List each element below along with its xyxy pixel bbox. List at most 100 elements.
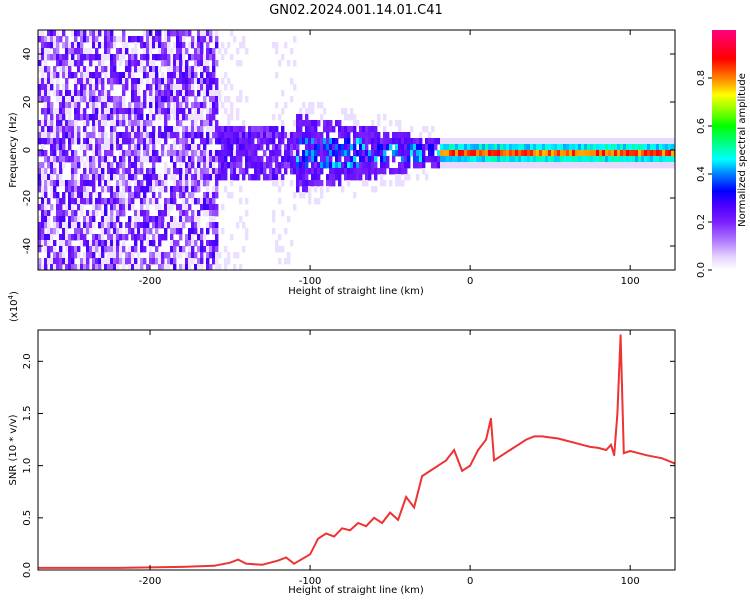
- spectrogram-cell: [161, 78, 165, 85]
- spectrogram-cell: [104, 36, 108, 43]
- spectrogram-cell: [53, 246, 57, 253]
- spectrogram-cell: [206, 186, 210, 193]
- spectrogram-cell: [161, 108, 165, 115]
- spectrogram-cell: [173, 240, 177, 247]
- spectrogram-cell: [44, 114, 48, 121]
- spectrogram-cell: [296, 174, 300, 181]
- spectrogram-cell: [344, 144, 348, 151]
- spectrogram-cell: [404, 162, 408, 169]
- spectrogram-cell: [173, 60, 177, 67]
- spectrogram-cell: [161, 132, 165, 139]
- spectrogram-cell: [599, 162, 603, 169]
- spectrogram-cell: [143, 138, 147, 145]
- spectrogram-cell: [197, 180, 201, 187]
- spectrogram-cell: [86, 156, 90, 163]
- snr-point: [453, 449, 455, 451]
- spectrogram-cell: [86, 216, 90, 223]
- spectrogram-cell: [119, 210, 123, 217]
- spectrogram-cell: [191, 228, 195, 235]
- spectrogram-cell: [155, 132, 159, 139]
- spectrogram-cell: [287, 60, 291, 67]
- spectrogram-cell: [227, 114, 231, 121]
- spectrogram-cell: [209, 30, 213, 37]
- snr-multiplier: (x104): [7, 291, 20, 322]
- spectrogram-cell: [215, 36, 219, 43]
- spectrogram-cell: [104, 72, 108, 79]
- spectrogram-cell: [80, 192, 84, 199]
- spectrogram-cell: [107, 162, 111, 169]
- spectrogram-cell: [269, 150, 273, 157]
- spectrogram-cell: [446, 150, 450, 157]
- spectrogram-cell: [239, 144, 243, 151]
- spectrogram-cell: [257, 156, 261, 163]
- spectrogram-cell: [119, 180, 123, 187]
- spectrogram-cell: [623, 144, 627, 151]
- spectrogram-cell: [56, 96, 60, 103]
- spectrogram-cell: [77, 78, 81, 85]
- spectrogram-cell: [161, 264, 165, 270]
- spectrogram-cell: [71, 96, 75, 103]
- spectrogram-cell: [206, 222, 210, 229]
- spectrogram-cell: [371, 144, 375, 151]
- spectrogram-cell: [140, 132, 144, 139]
- spectrogram-cell: [287, 162, 291, 169]
- spectrogram-cell: [65, 102, 69, 109]
- spectrogram-cell: [191, 210, 195, 217]
- spectrogram-cell: [320, 132, 324, 139]
- spectrogram-cell: [572, 144, 576, 151]
- spectrogram-cell: [533, 162, 537, 169]
- spectrogram-cell: [392, 168, 396, 175]
- spectrogram-cell: [110, 150, 114, 157]
- spectrogram-cell: [194, 66, 198, 73]
- spectrogram-cell: [212, 78, 216, 85]
- spectrogram-cell: [182, 78, 186, 85]
- spectrogram-cell: [362, 150, 366, 157]
- spectrogram-cell: [140, 180, 144, 187]
- spectrogram-cell: [194, 120, 198, 127]
- spectrogram-cell: [329, 144, 333, 151]
- spectrogram-cell: [53, 66, 57, 73]
- spectrogram-cell: [173, 96, 177, 103]
- spectrogram-cell: [515, 138, 519, 145]
- spectrogram-cell: [176, 78, 180, 85]
- spectrogram-cell: [170, 246, 174, 253]
- spectrogram-cell: [200, 78, 204, 85]
- spectrogram-cell: [137, 144, 141, 151]
- spectrogram-cell: [107, 78, 111, 85]
- spectrogram-cell: [245, 150, 249, 157]
- spectrogram-cell: [608, 156, 612, 163]
- colorbar-tick-label: 0.0: [696, 262, 707, 278]
- spectrogram-cell: [155, 156, 159, 163]
- spectrogram-cell: [332, 126, 336, 133]
- spectrogram-cell: [176, 72, 180, 79]
- spectrogram-cell: [215, 132, 219, 139]
- spectrogram-cell: [128, 36, 132, 43]
- spectrogram-cell: [206, 30, 210, 37]
- spectrogram-cell: [113, 234, 117, 241]
- spectrogram-cell: [107, 42, 111, 49]
- spectrogram-cell: [140, 264, 144, 270]
- spectrogram-cell: [506, 162, 510, 169]
- spectrogram-cell: [602, 156, 606, 163]
- spectrogram-cell: [92, 264, 96, 270]
- spectrogram-cell: [182, 156, 186, 163]
- spectrogram-cell: [389, 144, 393, 151]
- spectrogram-cell: [566, 150, 570, 157]
- spectrogram-cell: [311, 156, 315, 163]
- spectrogram-cell: [368, 174, 372, 181]
- spectrogram-cell: [197, 48, 201, 55]
- spectrogram-cell: [206, 138, 210, 145]
- spectrogram-cell: [590, 150, 594, 157]
- spectrogram-cell: [368, 132, 372, 139]
- spectrogram-cell: [614, 162, 618, 169]
- spectrogram-cell: [317, 138, 321, 145]
- spectrogram-cell: [50, 84, 54, 91]
- spectrogram-cell: [293, 84, 297, 91]
- spectrogram-cell: [44, 234, 48, 241]
- spectrogram-cell: [131, 228, 135, 235]
- spectrogram-cell: [125, 222, 129, 229]
- spectrogram-cell: [95, 78, 99, 85]
- spectrogram-cell: [131, 258, 135, 265]
- spectrogram-cell: [104, 96, 108, 103]
- spectrogram-cell: [359, 132, 363, 139]
